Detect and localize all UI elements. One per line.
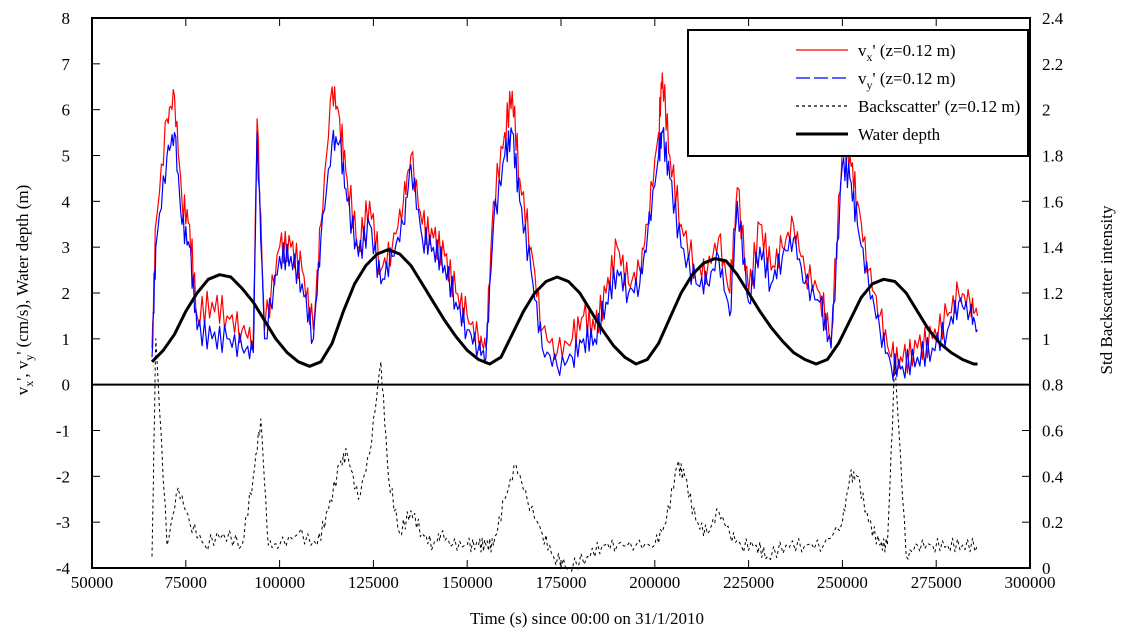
tick-layer: 50000 75000 100000 125000 150000 175000 200000… bbox=[56, 9, 1064, 592]
y-right-tick-label: 0 bbox=[1042, 559, 1051, 578]
x-tick-label: 300000 bbox=[1005, 573, 1056, 592]
y-left-tick-label: 6 bbox=[62, 101, 71, 120]
x-tick-label: 125000 bbox=[348, 573, 399, 592]
y-left-label-sub-x: x bbox=[22, 381, 36, 387]
y-right-tick-label: 1.8 bbox=[1042, 147, 1063, 166]
y-left-tick-label: 7 bbox=[62, 55, 71, 74]
y-left-tick-label: 4 bbox=[62, 192, 71, 211]
series-line-2 bbox=[151, 127, 979, 381]
series-layer bbox=[150, 72, 979, 572]
y-left-tick-label: 8 bbox=[62, 9, 71, 28]
y-right-tick-label: 1.4 bbox=[1042, 238, 1064, 257]
y-right-tick-label: 2.2 bbox=[1042, 55, 1063, 74]
y-right-tick-label: 2.4 bbox=[1042, 9, 1064, 28]
y-right-tick-label: 0.2 bbox=[1042, 513, 1063, 532]
y-left-tick-label: 5 bbox=[62, 147, 71, 166]
y-axis-right-label: Std Backscatter intensity bbox=[1097, 205, 1116, 375]
y-left-tick-label: 1 bbox=[62, 330, 71, 349]
y-left-tick-label: -4 bbox=[56, 559, 71, 578]
y-right-tick-label: 1.2 bbox=[1042, 284, 1063, 303]
x-tick-label: 175000 bbox=[536, 573, 587, 592]
x-tick-label: 225000 bbox=[723, 573, 774, 592]
legend-label-vy: vy' (z=0.12 m) bbox=[858, 69, 956, 92]
x-tick-label: 275000 bbox=[911, 573, 962, 592]
y-left-tick-label: -1 bbox=[56, 422, 70, 441]
legend-label-bs: Backscatter' (z=0.12 m) bbox=[858, 97, 1020, 116]
legend-label-vx: vx' (z=0.12 m) bbox=[858, 41, 956, 64]
legend-label-wd: Water depth bbox=[858, 125, 941, 144]
y-right-tick-label: 0.6 bbox=[1042, 422, 1063, 441]
legend: vx' (z=0.12 m) vy' (z=0.12 m) Backscatter'… bbox=[687, 29, 1029, 157]
y-left-label-v1: v bbox=[13, 386, 32, 395]
y-left-label-sub-y: y bbox=[22, 355, 36, 361]
y-right-tick-label: 0.8 bbox=[1042, 376, 1063, 395]
x-tick-label: 50000 bbox=[71, 573, 114, 592]
y-left-tick-label: 0 bbox=[62, 376, 71, 395]
x-tick-label: 100000 bbox=[254, 573, 305, 592]
y-left-tick-label: -2 bbox=[56, 467, 70, 486]
y-right-tick-label: 1.6 bbox=[1042, 192, 1063, 211]
y-left-label-mid: ', v bbox=[13, 360, 32, 381]
y-left-tick-label: 2 bbox=[62, 284, 71, 303]
x-tick-label: 75000 bbox=[165, 573, 208, 592]
y-axis-left-label: vx', vy' (cm/s), Water depth (m) bbox=[13, 185, 36, 396]
y-right-tick-label: 1 bbox=[1042, 330, 1051, 349]
series-line-3 bbox=[151, 338, 978, 572]
y-left-tick-label: 3 bbox=[62, 238, 71, 257]
x-tick-label: 200000 bbox=[629, 573, 680, 592]
y-right-tick-label: 0.4 bbox=[1042, 467, 1064, 486]
x-tick-label: 250000 bbox=[817, 573, 868, 592]
y-right-tick-label: 2 bbox=[1042, 101, 1051, 120]
x-tick-label: 150000 bbox=[442, 573, 493, 592]
legend-box bbox=[687, 29, 1029, 157]
x-axis-label: Time (s) since 00:00 on 31/1/2010 bbox=[470, 609, 704, 628]
series-line-4 bbox=[150, 248, 978, 368]
y-left-label-rest: ' (cm/s), Water depth (m) bbox=[13, 185, 32, 355]
y-left-tick-label: -3 bbox=[56, 513, 70, 532]
